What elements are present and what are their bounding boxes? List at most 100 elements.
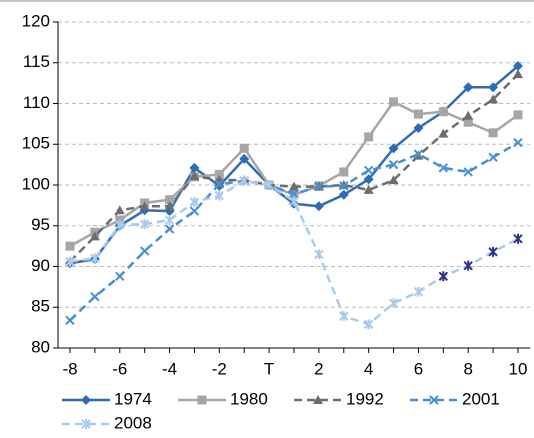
point	[165, 195, 175, 205]
point	[513, 61, 523, 72]
point	[139, 219, 150, 230]
point	[313, 201, 324, 212]
point	[513, 233, 523, 244]
y-tick-label: 95	[31, 215, 50, 234]
point	[488, 128, 498, 138]
point	[239, 143, 249, 153]
point	[189, 206, 200, 216]
point	[363, 319, 374, 330]
point	[388, 298, 399, 309]
series-line	[69, 141, 519, 322]
point	[114, 205, 125, 215]
point	[81, 419, 91, 429]
y-tick-label: 105	[22, 134, 50, 153]
point	[429, 395, 439, 405]
x-tick-label: -8	[62, 359, 77, 378]
point	[89, 231, 100, 241]
point	[488, 152, 498, 162]
x-tick-label: 8	[463, 359, 472, 378]
point	[513, 137, 523, 148]
legend-label: 2008	[114, 413, 152, 432]
point	[438, 128, 449, 138]
point	[413, 109, 423, 119]
series-line	[69, 65, 519, 265]
point	[90, 291, 100, 302]
point	[239, 153, 250, 164]
y-tick-label: 115	[23, 52, 50, 71]
point	[513, 110, 523, 120]
point	[164, 201, 175, 211]
series	[65, 69, 523, 266]
point	[389, 97, 399, 107]
point	[164, 215, 175, 226]
point	[463, 82, 474, 93]
x-tick-label: -4	[162, 359, 177, 378]
x-tick-label: 6	[414, 359, 423, 378]
point	[314, 249, 324, 260]
series	[65, 61, 523, 269]
x-tick-label: T	[264, 359, 274, 378]
legend-item: 2008	[62, 413, 152, 432]
point	[413, 149, 424, 159]
point	[463, 110, 474, 120]
point	[413, 286, 424, 297]
point	[438, 107, 448, 117]
point	[364, 132, 374, 142]
point	[488, 246, 498, 257]
x-tick-label: -6	[112, 359, 127, 378]
y-tick-label: 85	[31, 297, 50, 316]
point	[438, 271, 449, 282]
point	[314, 181, 324, 192]
point	[289, 189, 299, 199]
point	[81, 395, 91, 405]
legend-label: 2001	[462, 389, 500, 408]
legend-item: 2001	[410, 389, 500, 408]
legend-item: 1992	[294, 389, 384, 408]
point	[338, 189, 349, 200]
point	[363, 184, 374, 194]
point	[189, 197, 200, 208]
point	[65, 256, 75, 267]
point	[214, 190, 225, 201]
point	[65, 315, 75, 325]
point	[339, 181, 349, 191]
point	[65, 241, 75, 251]
point	[463, 117, 473, 127]
y-tick-label: 110	[23, 93, 50, 112]
series	[65, 97, 523, 251]
point	[313, 395, 323, 404]
x-tick-label: -2	[212, 359, 227, 378]
point	[388, 143, 399, 154]
point	[214, 169, 224, 179]
point	[463, 260, 473, 271]
point	[339, 311, 349, 322]
point	[289, 181, 299, 191]
x-tick-label: 2	[314, 359, 323, 378]
point	[513, 69, 523, 79]
point	[239, 175, 249, 186]
point	[438, 163, 449, 173]
point	[339, 167, 349, 177]
point	[90, 253, 100, 264]
point	[115, 271, 125, 281]
point	[264, 180, 274, 190]
point	[189, 162, 200, 173]
point	[189, 171, 200, 181]
point	[214, 179, 225, 189]
point	[164, 224, 175, 234]
point	[139, 246, 150, 256]
point	[197, 395, 207, 405]
point	[115, 219, 125, 230]
point	[463, 167, 473, 177]
point	[139, 201, 150, 211]
y-tick-label: 100	[22, 174, 50, 193]
point	[363, 165, 374, 176]
point	[488, 94, 499, 104]
y-tick-label: 120	[22, 11, 50, 30]
point	[413, 122, 424, 133]
series	[65, 137, 523, 325]
legend-label: 1992	[346, 389, 384, 408]
y-tick-label: 80	[31, 337, 50, 356]
